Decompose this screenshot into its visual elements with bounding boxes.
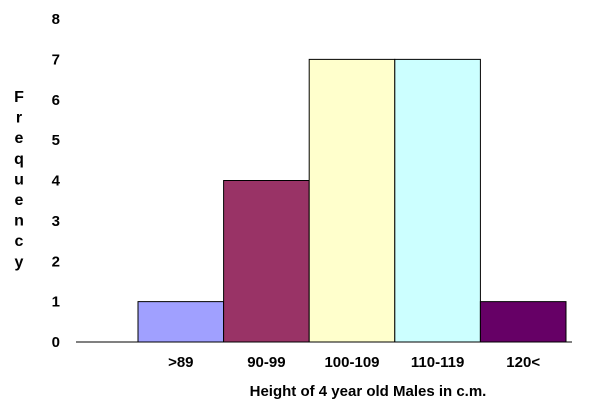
x-category-label: 90-99 — [247, 354, 285, 371]
y-axis-label-letter: e — [15, 130, 24, 147]
x-category-label: >89 — [168, 354, 193, 371]
y-tick-label: 1 — [52, 294, 60, 311]
y-tick-labels: 0 1 2 3 4 5 6 7 8 — [52, 11, 61, 351]
y-axis-label-letter: u — [14, 171, 24, 188]
y-axis-label-letter: n — [14, 213, 24, 230]
y-tick-label: 2 — [52, 253, 60, 270]
y-tick-label: 0 — [52, 334, 60, 351]
bar — [394, 58, 481, 343]
y-tick-label: 5 — [52, 132, 60, 149]
bar — [308, 58, 396, 343]
y-tick-label: 3 — [52, 213, 60, 230]
bars — [137, 58, 567, 343]
bar — [223, 180, 310, 343]
y-axis-label-letter: F — [14, 89, 24, 106]
bar — [137, 301, 225, 343]
y-tick-label: 6 — [52, 92, 60, 109]
x-category-labels: >89 90-99 100-109 110-119 120< — [168, 354, 540, 371]
x-category-label: 100-109 — [324, 354, 379, 371]
x-category-label: 120< — [506, 354, 540, 371]
y-axis-label-letter: q — [14, 151, 24, 168]
y-axis-label-letter: c — [15, 233, 24, 250]
y-axis-label-letter: y — [15, 254, 24, 271]
x-category-label: 110-119 — [411, 354, 464, 371]
y-tick-label: 8 — [52, 11, 60, 28]
bar — [479, 301, 567, 343]
y-axis-label-letter: r — [16, 110, 22, 127]
y-tick-label: 7 — [52, 51, 60, 68]
y-tick-label: 4 — [52, 173, 61, 190]
y-axis-label-letter: e — [15, 192, 24, 209]
x-axis-label: Height of 4 year old Males in c.m. — [250, 383, 487, 400]
